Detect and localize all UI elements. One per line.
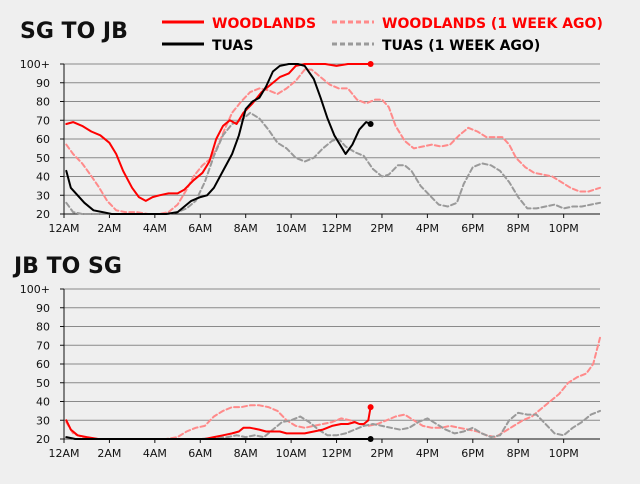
x-tick-label: 2AM	[97, 222, 121, 235]
x-tick-label: 8AM	[234, 222, 258, 235]
series-line-tuas-1-week-ago	[65, 111, 601, 215]
x-tick-label: 8PM	[507, 222, 530, 235]
y-tick-label: 40	[36, 171, 50, 184]
y-tick-label: 90	[36, 77, 50, 90]
y-tick-label: 70	[36, 114, 50, 127]
x-tick-label: 12PM	[321, 447, 351, 460]
y-tick-label: 90	[36, 302, 50, 315]
x-tick-label: 12PM	[321, 222, 351, 235]
series-line-tuas	[65, 63, 372, 215]
legend-label-tuas: TUAS	[212, 38, 253, 54]
legend-label-woodlands-week-ago: WOODLANDS (1 WEEK AGO)	[382, 16, 603, 32]
series-end-marker-woodlands	[367, 404, 374, 411]
x-tick-label: 4AM	[143, 222, 167, 235]
x-tick-label: 2AM	[97, 447, 121, 460]
legend-label-woodlands: WOODLANDS	[212, 16, 316, 32]
y-tick-label: 30	[36, 414, 50, 427]
x-tick-label: 12AM	[48, 222, 79, 235]
series-end-marker-tuas	[367, 121, 374, 127]
series-line-woodlands	[65, 63, 372, 202]
x-tick-label: 4PM	[416, 447, 439, 460]
x-tick-label: 10AM	[276, 222, 307, 235]
x-tick-label: 10AM	[276, 447, 307, 460]
y-tick-label: 20	[36, 433, 50, 446]
y-tick-label: 40	[36, 396, 50, 409]
x-tick-label: 6PM	[461, 447, 484, 460]
chart-title-jb-to-sg: JB TO SG	[12, 254, 122, 279]
x-tick-label: 8PM	[507, 447, 530, 460]
series-line-woodlands-1-week-ago	[65, 68, 601, 215]
y-tick-label: 50	[36, 152, 50, 165]
x-tick-label: 2PM	[370, 447, 393, 460]
series-end-marker-tuas	[367, 436, 374, 442]
x-tick-label: 12AM	[48, 447, 79, 460]
x-tick-label: 6AM	[188, 447, 212, 460]
y-tick-label: 60	[36, 133, 50, 146]
chart-sg-to-jb: 20 30 40 50 60 70 80 90 100+ 12AM 2AM 4AM 6AM 8AM 10AM…	[20, 58, 601, 235]
y-tick-label: 50	[36, 377, 50, 390]
series-end-marker-woodlands	[367, 61, 374, 67]
chart-jb-to-sg: 20 30 40 50 60 70 80 90 100+ 12AM 2AM 4AM 6AM 8AM 10AM…	[20, 283, 601, 460]
x-tick-label: 4PM	[416, 222, 439, 235]
x-tick-label: 6PM	[461, 222, 484, 235]
y-tick-label: 80	[36, 96, 50, 109]
series-line-woodlands-1-week-ago	[65, 336, 601, 440]
legend-item-tuas: TUAS	[162, 38, 253, 54]
y-tick-label: 20	[36, 208, 50, 221]
x-tick-label: 4AM	[143, 447, 167, 460]
chart-title-sg-to-jb: SG TO JB	[20, 19, 128, 44]
legend-item-woodlands: WOODLANDS	[162, 16, 316, 32]
legend-item-woodlands-week-ago: WOODLANDS (1 WEEK AGO)	[332, 16, 603, 32]
y-tick-label: 70	[36, 339, 50, 352]
x-tick-label: 6AM	[188, 222, 212, 235]
series-line-tuas	[65, 436, 372, 440]
x-tick-label: 8AM	[234, 447, 258, 460]
x-tick-label: 2PM	[370, 222, 393, 235]
legend: WOODLANDS WOODLANDS (1 WEEK AGO) TUAS TU…	[162, 16, 603, 54]
y-tick-label: 30	[36, 189, 50, 202]
legend-item-tuas-week-ago: TUAS (1 WEEK AGO)	[332, 38, 540, 54]
y-tick-label: 60	[36, 358, 50, 371]
x-tick-label: 10PM	[549, 447, 579, 460]
y-tick-label: 100+	[20, 283, 50, 296]
series-line-tuas-1-week-ago	[65, 409, 601, 440]
legend-label-tuas-week-ago: TUAS (1 WEEK AGO)	[382, 38, 540, 54]
y-tick-label: 100+	[20, 58, 50, 71]
x-tick-label: 10PM	[549, 222, 579, 235]
y-tick-label: 80	[36, 321, 50, 334]
